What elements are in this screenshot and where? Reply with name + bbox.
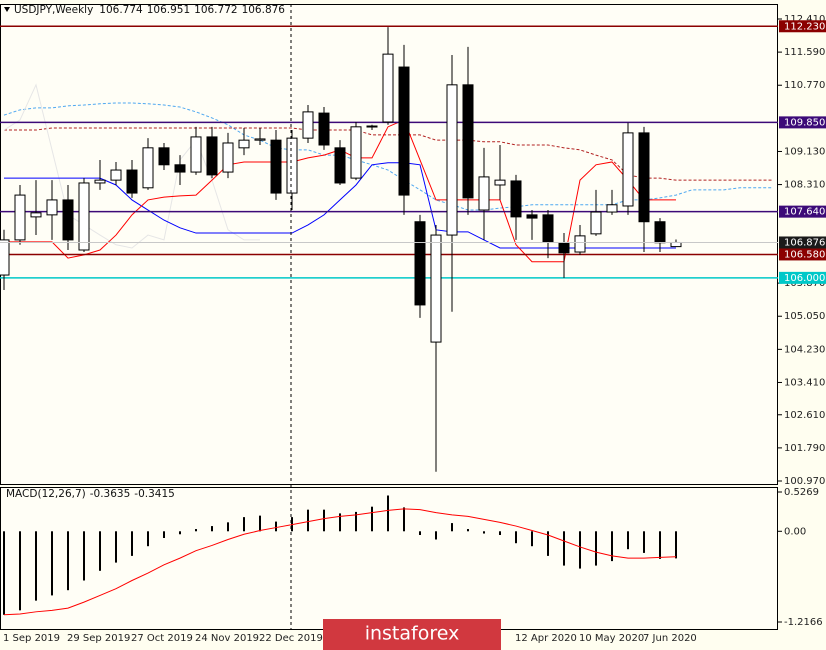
indicator-line: [3, 83, 260, 249]
price-header: USDJPY,Weekly 106.774 106.951 106.772 106.87…: [14, 4, 285, 16]
y-tick-label: 102.610: [784, 410, 825, 421]
candle-body: [558, 242, 570, 254]
candle-body: [638, 132, 650, 223]
candle-body: [318, 112, 330, 146]
watermark: instaforex: [365, 623, 460, 645]
candle-body: [606, 204, 618, 213]
candle-body: [462, 84, 474, 199]
signal-line: [3, 508, 677, 616]
candle-body: [670, 241, 682, 248]
symbol-title: USDJPY,Weekly: [14, 4, 93, 16]
candle-body: [126, 169, 138, 194]
candle-body: [398, 66, 410, 196]
level-label: 106.000: [784, 273, 825, 284]
y-tick-label: 0.00: [784, 526, 806, 537]
current-price-box: [779, 236, 826, 249]
level-label: 107.640: [784, 207, 825, 218]
candle-body: [238, 139, 250, 149]
y-tick-label: 100.970: [784, 476, 825, 487]
y-tick-label: 108.310: [784, 180, 825, 191]
candle-body: [414, 221, 426, 306]
candle-body: [366, 125, 378, 128]
candle-body: [94, 179, 106, 184]
candle-body: [446, 84, 458, 236]
candle-body: [302, 111, 314, 139]
candle-body: [382, 53, 394, 123]
candle-body: [654, 221, 666, 244]
axes: 112.410111.590110.770109.130108.310105.8…: [3, 14, 826, 644]
candle-body: [0, 239, 10, 276]
candle-body: [526, 214, 538, 219]
candle-body: [542, 214, 554, 243]
macd-title: MACD(12,26,7): [6, 488, 86, 500]
candle-body: [142, 147, 154, 189]
menu-triangle: [4, 7, 10, 12]
x-tick-label: 10 May 2020: [579, 633, 644, 644]
candle-body: [14, 194, 26, 241]
macd-header: MACD(12,26,7) -0.3635 -0.3415: [6, 488, 175, 500]
level-label-box: [779, 20, 826, 33]
level-label-box: [779, 116, 826, 129]
y-tick-label: 112.410: [784, 14, 825, 25]
candle-body: [286, 137, 298, 194]
candle-body: [46, 199, 58, 216]
candle-body: [158, 147, 170, 166]
y-tick-label: 103.410: [784, 377, 825, 388]
x-tick-label: 1 Sep 2019: [3, 633, 60, 644]
candle-body: [222, 142, 234, 173]
candle-body: [62, 199, 74, 241]
candle-body: [622, 132, 634, 207]
y-tick-label: 111.590: [784, 47, 825, 58]
header-low: 106.772: [194, 4, 237, 16]
candle-body: [190, 136, 202, 173]
y-tick-label: 101.790: [784, 443, 825, 454]
x-tick-label: 7 Jun 2020: [643, 633, 697, 644]
candle-body: [78, 182, 90, 251]
x-tick-label: 27 Oct 2019: [131, 633, 193, 644]
level-label: 109.850: [784, 117, 825, 128]
candle-body: [510, 180, 522, 218]
header-close: 106.876: [242, 4, 286, 16]
candle-body: [254, 138, 266, 141]
macd-plot: [3, 495, 677, 616]
header-high: 106.951: [147, 4, 190, 16]
candle-body: [590, 211, 602, 235]
x-tick-label: 24 Nov 2019: [195, 633, 259, 644]
candle-body: [494, 179, 506, 186]
y-tick-label: 110.770: [784, 80, 825, 91]
candle-body: [430, 234, 442, 343]
candle-body: [270, 139, 282, 194]
current-price-label: 106.876: [784, 237, 825, 248]
macd-signal-value: -0.3415: [134, 488, 175, 500]
x-tick-label: 12 Apr 2020: [515, 633, 577, 644]
price-plot: [0, 25, 778, 472]
candle-body: [350, 126, 362, 179]
macd-main-value: -0.3635: [90, 488, 131, 500]
x-tick-label: 22 Dec 2019: [259, 633, 323, 644]
watermark-box: [323, 619, 501, 650]
x-tick-label: 29 Sep 2019: [67, 633, 130, 644]
y-tick-label: 109.130: [784, 146, 825, 157]
candle-body: [174, 164, 186, 173]
y-tick-label: 105.050: [784, 311, 825, 322]
y-tick-label: 0.5269: [784, 487, 819, 498]
level-label-box: [779, 248, 826, 261]
candle-body: [574, 235, 586, 253]
y-tick-label: -1.2166: [784, 617, 823, 628]
indicator-line: [3, 102, 772, 211]
level-label-box: [779, 271, 826, 284]
candle-body: [110, 169, 122, 181]
candle-body: [206, 136, 218, 176]
candle-body: [334, 147, 346, 184]
header-open: 106.774: [99, 4, 143, 16]
level-label-box: [779, 205, 826, 218]
level-label: 112.230: [784, 21, 825, 32]
level-label: 106.580: [784, 249, 825, 260]
y-tick-label: 104.230: [784, 344, 825, 355]
candle-body: [478, 176, 490, 211]
candle-body: [30, 212, 42, 218]
